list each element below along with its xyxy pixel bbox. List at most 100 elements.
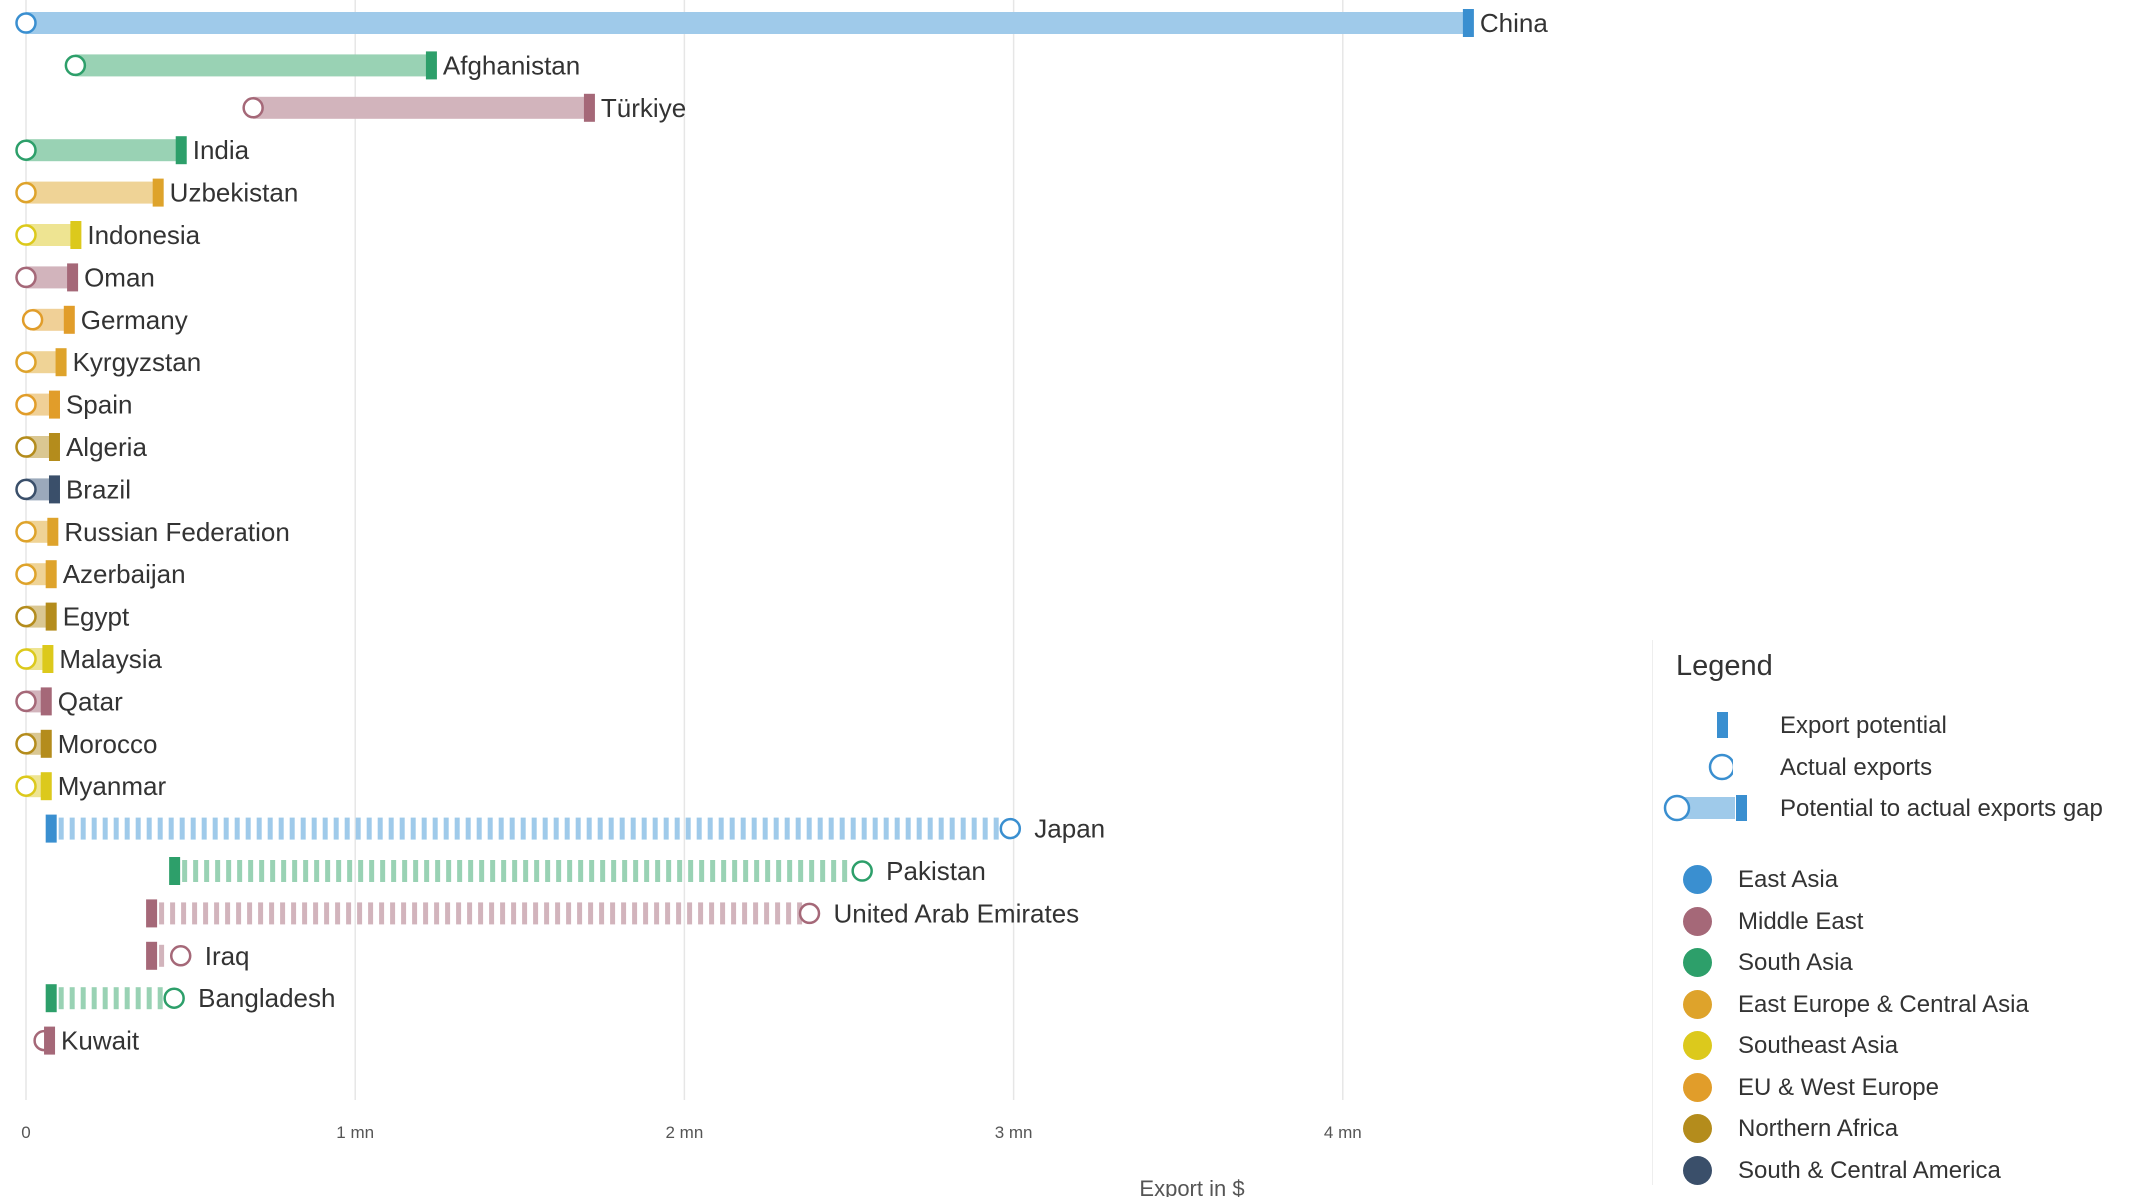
gap-stripe bbox=[542, 817, 548, 840]
gap-stripe bbox=[159, 944, 165, 967]
legend-label: East Europe & Central Asia bbox=[1738, 991, 2029, 1018]
gap-stripe bbox=[949, 817, 955, 840]
gap-stripe bbox=[498, 817, 504, 840]
gap-stripe bbox=[905, 817, 911, 840]
gap-stripe bbox=[388, 817, 394, 840]
gap-stripe bbox=[674, 817, 680, 840]
row-qatar: Qatar bbox=[15, 686, 123, 716]
gap-stripe bbox=[806, 817, 812, 840]
gap-stripe bbox=[278, 817, 284, 840]
export-potential-marker bbox=[169, 857, 181, 885]
gap-stripe bbox=[347, 860, 353, 882]
gap-stripe bbox=[421, 817, 427, 840]
gap-stripe bbox=[234, 817, 240, 840]
gap-stripe bbox=[476, 817, 482, 840]
gap-stripe bbox=[809, 860, 815, 882]
region-color-dot bbox=[1683, 990, 1712, 1019]
actual-exports-marker bbox=[15, 775, 37, 797]
gap-stripe bbox=[599, 902, 605, 925]
gap-stripe bbox=[212, 817, 218, 840]
row-united-arab-emirates: United Arab Emirates bbox=[146, 898, 1079, 928]
row-t-rkiye: Türkiye bbox=[242, 93, 686, 123]
country-label: Germany bbox=[81, 305, 188, 335]
gap-stripe bbox=[204, 860, 210, 882]
gap-stripe bbox=[512, 860, 518, 882]
country-label: Algeria bbox=[66, 432, 147, 462]
legend-label: Export potential bbox=[1780, 712, 1947, 739]
gap-stripe bbox=[511, 902, 517, 925]
country-label: Indonesia bbox=[87, 220, 200, 250]
country-label: Uzbekistan bbox=[170, 178, 299, 208]
row-russian-federation: Russian Federation bbox=[15, 517, 290, 547]
actual-exports-marker bbox=[64, 54, 87, 77]
legend-region-southeast-asia: Southeast Asia bbox=[1653, 1028, 2123, 1064]
region-color-dot bbox=[1683, 1031, 1712, 1060]
gap-stripe bbox=[960, 817, 966, 840]
row-pakistan: Pakistan bbox=[169, 856, 986, 886]
gap-stripe bbox=[720, 902, 726, 925]
gap-stripe bbox=[654, 902, 660, 925]
gap-stripe bbox=[619, 817, 625, 840]
country-label: Iraq bbox=[205, 941, 250, 971]
gap-stripe bbox=[443, 817, 449, 840]
gap-stripe bbox=[883, 817, 889, 840]
gap-stripe bbox=[522, 902, 528, 925]
gap-stripe bbox=[641, 817, 647, 840]
gap-stripe bbox=[214, 902, 220, 925]
gap-stripe bbox=[412, 902, 418, 925]
gap-stripe bbox=[487, 817, 493, 840]
row-iraq: Iraq bbox=[146, 941, 250, 971]
legend-label: EU & West Europe bbox=[1738, 1074, 1939, 1101]
region-color-dot bbox=[1683, 865, 1712, 894]
export-potential-marker bbox=[583, 93, 595, 122]
gap-stripe bbox=[292, 860, 298, 882]
legend-region-south-asia: South Asia bbox=[1653, 945, 2123, 981]
gap-stripe bbox=[423, 902, 429, 925]
gap-stripe bbox=[732, 860, 738, 882]
gap-stripe bbox=[566, 902, 572, 925]
gap-stripe bbox=[839, 817, 845, 840]
country-label: Morocco bbox=[58, 729, 158, 759]
export-potential-marker bbox=[48, 390, 60, 419]
gap-stripe bbox=[478, 902, 484, 925]
gap-stripe bbox=[721, 860, 727, 882]
gap-stripe bbox=[325, 860, 331, 882]
country-label: Brazil bbox=[66, 474, 131, 504]
country-label: Kyrgyzstan bbox=[73, 347, 202, 377]
legend-label: Southeast Asia bbox=[1738, 1032, 1899, 1059]
gap-stripe bbox=[820, 860, 826, 882]
gap-stripe bbox=[555, 902, 561, 925]
gap-stripe bbox=[971, 817, 977, 840]
gap-stripe bbox=[710, 860, 716, 882]
gap-bar bbox=[75, 54, 431, 77]
gap-stripe bbox=[699, 860, 705, 882]
row-spain: Spain bbox=[15, 390, 132, 420]
export-potential-marker bbox=[67, 263, 79, 292]
legend-label: Actual exports bbox=[1780, 754, 1933, 781]
actual-exports-marker bbox=[15, 436, 37, 458]
legend-region-middle-east: Middle East bbox=[1653, 904, 2123, 940]
gap-stripe bbox=[247, 902, 253, 925]
legend: Legend Export potential Actual exports P… bbox=[1652, 640, 2122, 1185]
gap-stripe bbox=[248, 860, 254, 882]
gap-stripe bbox=[776, 860, 782, 882]
gap-stripe bbox=[380, 860, 386, 882]
gap-stripe bbox=[256, 817, 262, 840]
gap-stripe bbox=[157, 987, 163, 1010]
gap-stripe bbox=[479, 860, 485, 882]
gap-stripe bbox=[135, 987, 141, 1010]
gap-stripe bbox=[289, 817, 295, 840]
gap-bar bbox=[253, 96, 589, 119]
country-label: Egypt bbox=[63, 602, 130, 632]
export-potential-marker bbox=[45, 602, 57, 631]
gap-stripe bbox=[622, 860, 628, 882]
export-potential-marker bbox=[1462, 9, 1474, 37]
actual-exports-marker bbox=[163, 987, 185, 1009]
row-japan: Japan bbox=[45, 814, 1105, 844]
gap-stripe bbox=[91, 987, 97, 1010]
gap-stripe bbox=[146, 817, 152, 840]
gap-stripe bbox=[390, 902, 396, 925]
actual-exports-marker bbox=[15, 733, 37, 755]
gap-stripe bbox=[588, 902, 594, 925]
legend-region-east-asia: East Asia bbox=[1653, 862, 2123, 898]
